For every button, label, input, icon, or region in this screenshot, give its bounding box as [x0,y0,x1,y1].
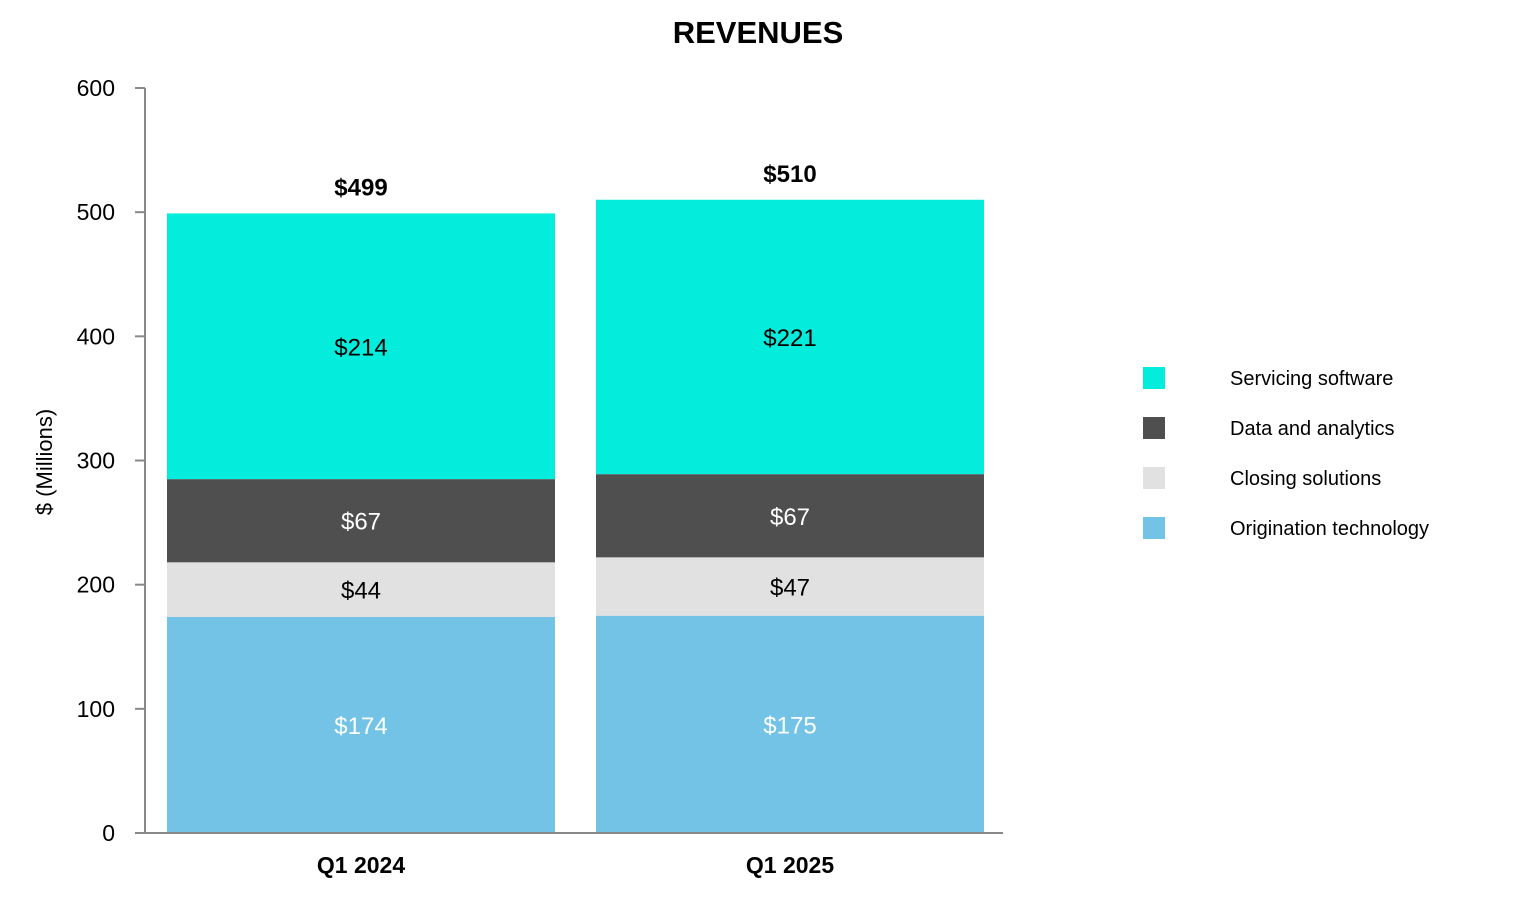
x-axis-labels: Q1 2024 Q1 2025 [317,852,834,878]
x-category-label: Q1 2025 [746,852,834,878]
y-axis-label: $ (Millions) [32,409,57,515]
legend-swatch [1143,417,1165,439]
bar-segment-label: $67 [770,504,810,531]
bar-segment [167,479,555,563]
bar-segment [596,199,984,475]
legend-label: Origination technology [1230,518,1429,540]
legend-swatch [1143,367,1165,389]
bar-total-label: $510 [763,161,816,188]
bar-segment-label: $67 [341,509,381,536]
bar-segment-label: $44 [341,578,381,605]
bar-segment [167,562,555,617]
y-tick-label: 300 [77,448,115,474]
bar-segment-label: $221 [763,325,816,352]
bar-segment-label: $174 [334,713,387,740]
bar-segment [596,615,984,833]
y-tick-label: 600 [77,75,115,101]
bar-segment [167,616,555,833]
bar-segment [596,557,984,616]
legend-label: Servicing software [1230,368,1393,390]
bar-segment-label: $214 [334,334,387,361]
y-tick-label: 0 [102,820,115,846]
chart-title: REVENUES [673,15,844,50]
legend-label: Closing solutions [1230,468,1381,490]
y-tick-label: 100 [77,696,115,722]
legend-label: Data and analytics [1230,418,1395,440]
bar-segment [167,213,555,480]
bar-segment [596,474,984,558]
legend: Servicing software Data and analytics Clos… [1143,367,1429,540]
y-axis-ticks: 0 100 200 300 400 500 600 [77,75,145,846]
legend-swatch [1143,467,1165,489]
x-category-label: Q1 2024 [317,852,405,878]
y-tick-label: 500 [77,199,115,225]
y-tick-label: 400 [77,323,115,349]
bar-total-label: $499 [334,174,387,201]
bar-segment-label: $47 [770,575,810,602]
y-tick-label: 200 [77,572,115,598]
legend-swatch [1143,517,1165,539]
bar-segment-label: $175 [763,712,816,739]
bars-group: $174 $44 $67 $214 $499 $175 $47 $67 $221 $510 [167,161,984,833]
